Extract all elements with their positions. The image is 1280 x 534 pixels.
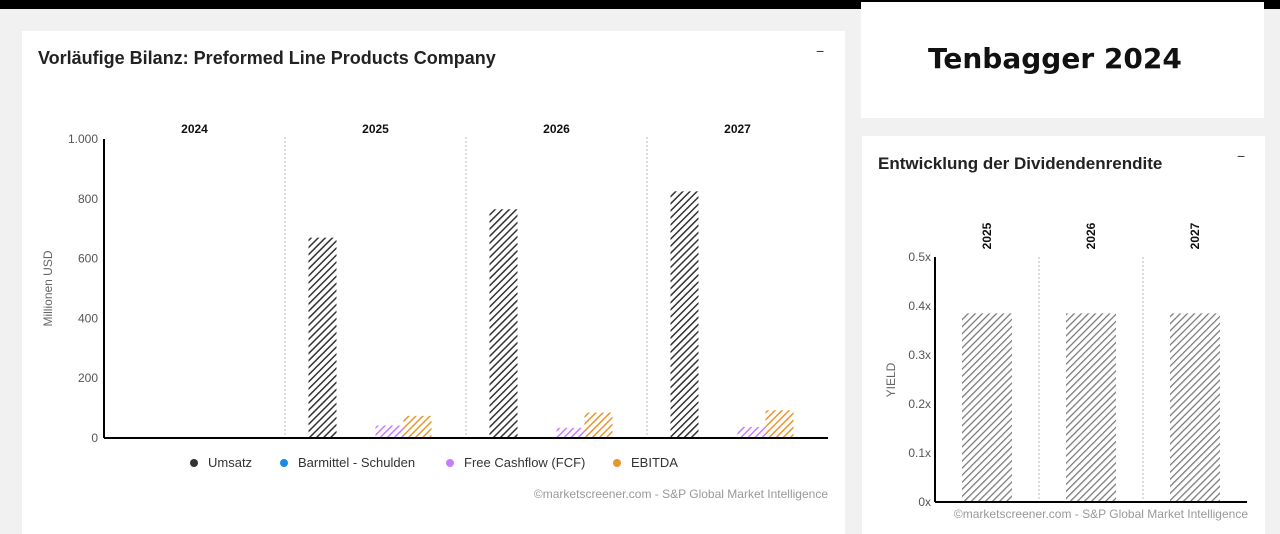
y-tick-label: 200 xyxy=(78,371,98,385)
bar-free-cashflow-fcf-[interactable] xyxy=(375,425,404,438)
y-tick-label: 0x xyxy=(918,495,931,509)
top-bar xyxy=(0,0,1280,9)
financials-chart: 2024 2025 2026 2027 0 200 400 600 800 1.000 Millio… xyxy=(41,122,828,501)
y-tick-label: 0.2x xyxy=(908,397,931,411)
bar-dividend-yield[interactable] xyxy=(1066,313,1116,502)
source-credit: ©marketscreener.com - S&P Global Market … xyxy=(954,507,1248,521)
y-tick-label: 400 xyxy=(78,311,98,325)
legend-marker xyxy=(190,459,198,467)
card-title: Entwicklung der Dividendenrendite xyxy=(878,154,1163,173)
banner-card: Tenbagger 2024 xyxy=(861,2,1264,118)
legend-label: EBITDA xyxy=(631,455,678,470)
category-label: 2027 xyxy=(724,122,751,136)
bar-umsatz[interactable] xyxy=(670,191,699,438)
category-label: 2026 xyxy=(543,122,570,136)
banner-title: Tenbagger 2024 xyxy=(928,42,1182,75)
bar-ebitda[interactable] xyxy=(584,412,613,438)
legend-marker xyxy=(613,459,621,467)
bar-free-cashflow-fcf-[interactable] xyxy=(737,426,766,438)
legend-item[interactable]: Free Cashflow (FCF) xyxy=(446,455,585,470)
category-label: 2025 xyxy=(362,122,389,136)
legend-label: Barmittel - Schulden xyxy=(298,455,415,470)
legend-label: Umsatz xyxy=(208,455,252,470)
legend-label: Free Cashflow (FCF) xyxy=(464,455,585,470)
source-credit: ©marketscreener.com - S&P Global Market … xyxy=(534,487,828,501)
bar-umsatz[interactable] xyxy=(308,237,337,438)
bar-dividend-yield[interactable] xyxy=(1170,313,1220,502)
bar-dividend-yield[interactable] xyxy=(962,313,1012,502)
dividend-card: Entwicklung der Dividendenrendite − 2025… xyxy=(862,136,1265,534)
y-tick-label: 800 xyxy=(78,192,98,206)
y-tick-label: 0.4x xyxy=(908,299,931,313)
legend-marker xyxy=(280,459,288,467)
y-tick-label: 0 xyxy=(91,431,98,445)
minimize-button[interactable]: − xyxy=(1237,148,1246,164)
card-title: Vorläufige Bilanz: Preformed Line Produc… xyxy=(38,48,496,68)
y-axis-label: YIELD xyxy=(884,362,898,397)
legend-item[interactable]: Umsatz xyxy=(190,455,252,470)
category-label: 2025 xyxy=(980,222,994,249)
y-tick-label: 1.000 xyxy=(68,132,98,146)
bar-ebitda[interactable] xyxy=(403,415,432,438)
minimize-button[interactable]: − xyxy=(816,43,825,59)
bar-ebitda[interactable] xyxy=(765,410,794,438)
legend-item[interactable]: Barmittel - Schulden xyxy=(280,455,415,470)
category-label: 2024 xyxy=(181,122,208,136)
y-axis-label: Millionen USD xyxy=(41,250,55,326)
category-label: 2027 xyxy=(1188,222,1202,249)
y-tick-label: 0.5x xyxy=(908,250,931,264)
bar-free-cashflow-fcf-[interactable] xyxy=(556,427,585,438)
legend-marker xyxy=(446,459,454,467)
category-label: 2026 xyxy=(1084,222,1098,249)
dividend-chart: 2025 2026 20270x0.1x0.2x0.3x0.4x0.5xYIELD … xyxy=(884,222,1248,521)
legend-item[interactable]: EBITDA xyxy=(613,455,678,470)
financials-card: Vorläufige Bilanz: Preformed Line Produc… xyxy=(22,31,845,534)
y-tick-label: 0.3x xyxy=(908,348,931,362)
y-tick-label: 0.1x xyxy=(908,446,931,460)
y-tick-label: 600 xyxy=(78,252,98,266)
bar-umsatz[interactable] xyxy=(489,209,518,438)
